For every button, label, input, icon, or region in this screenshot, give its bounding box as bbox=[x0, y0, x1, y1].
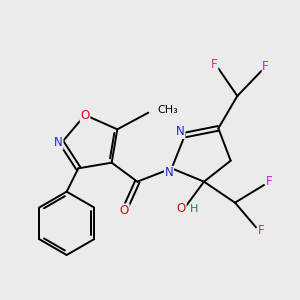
Text: O: O bbox=[177, 202, 186, 215]
Text: F: F bbox=[211, 58, 217, 71]
Text: N: N bbox=[54, 136, 63, 149]
Text: CH₃: CH₃ bbox=[158, 105, 178, 115]
Text: H: H bbox=[190, 204, 199, 214]
Text: N: N bbox=[165, 167, 173, 179]
Text: O: O bbox=[80, 109, 90, 122]
Text: F: F bbox=[262, 60, 269, 73]
Text: F: F bbox=[266, 175, 272, 188]
Text: F: F bbox=[258, 224, 264, 237]
Text: O: O bbox=[120, 204, 129, 217]
Text: N: N bbox=[176, 125, 185, 138]
